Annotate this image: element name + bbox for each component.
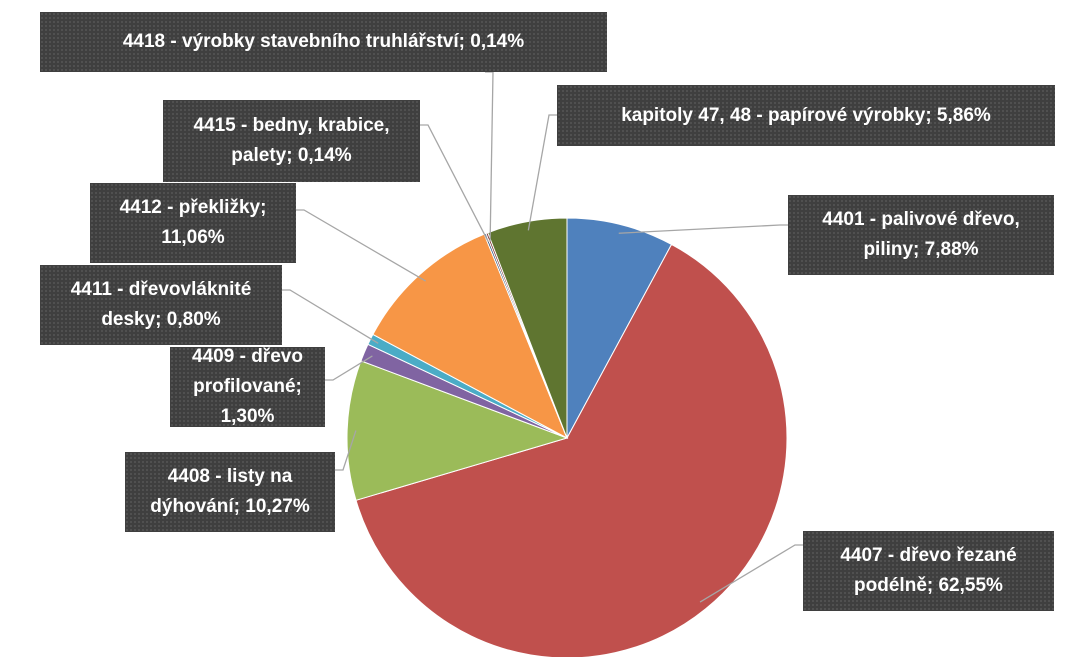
data-label: 4412 - překližky; 11,06% xyxy=(90,183,296,263)
data-label: 4409 - dřevo profilované; 1,30% xyxy=(170,346,325,427)
pie-slice xyxy=(372,233,568,440)
leader-line xyxy=(335,430,357,471)
leader-line xyxy=(527,114,557,231)
data-label: 4415 - bedny, krabice, palety; 0,14% xyxy=(163,100,420,182)
data-label: 4418 - výrobky stavebního truhlářství; 0… xyxy=(40,12,607,72)
leader-line xyxy=(282,289,379,344)
leader-line xyxy=(325,355,373,381)
data-label: 4408 - listy na dýhování; 10,27% xyxy=(125,452,335,532)
leader-line xyxy=(699,544,803,603)
pie-slice xyxy=(487,217,568,439)
data-label: 4401 - palivové dřevo, piliny; 7,88% xyxy=(788,195,1054,275)
pie-slice xyxy=(346,360,569,501)
data-label: kapitoly 47, 48 - papírové výrobky; 5,86… xyxy=(557,85,1055,146)
leader-line xyxy=(618,224,788,234)
leader-line xyxy=(420,124,489,243)
data-label: 4407 - dřevo řezané podélně; 62,55% xyxy=(803,531,1054,611)
pie-slice xyxy=(566,217,673,439)
data-label: 4411 - dřevovláknité desky; 0,80% xyxy=(40,265,282,345)
leader-line xyxy=(485,71,494,242)
leader-line xyxy=(296,209,426,282)
pie-slice xyxy=(355,243,788,657)
